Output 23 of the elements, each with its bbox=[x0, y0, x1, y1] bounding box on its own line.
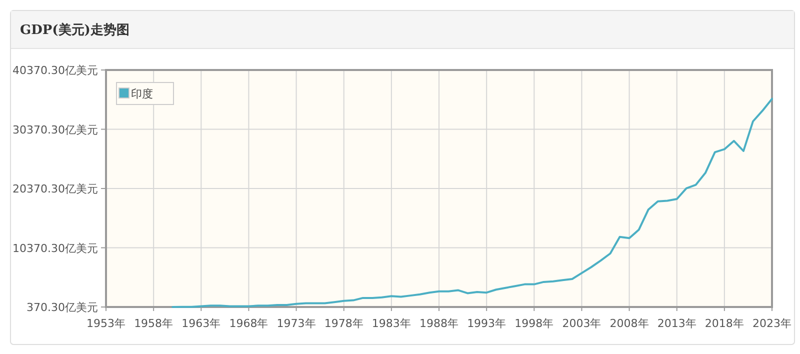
x-tick-label: 1958年 bbox=[134, 317, 174, 330]
x-tick-label: 2018年 bbox=[704, 317, 744, 330]
x-tick-label: 1973年 bbox=[276, 317, 316, 330]
x-tick-label: 1978年 bbox=[324, 317, 364, 330]
x-tick-label: 2013年 bbox=[657, 317, 696, 330]
x-tick-label: 1963年 bbox=[182, 317, 221, 330]
x-tick-label: 1968年 bbox=[229, 317, 268, 330]
chart-title: GDP(美元)走势图 bbox=[20, 22, 130, 38]
y-tick-label: 20370.30亿美元 bbox=[12, 182, 98, 196]
x-tick-label: 2003年 bbox=[562, 317, 602, 330]
x-tick-label: 1998年 bbox=[514, 317, 554, 330]
x-tick-label: 2023年 bbox=[752, 317, 792, 330]
y-tick-label: 10370.30亿美元 bbox=[12, 242, 98, 255]
x-tick-label: 1983年 bbox=[372, 317, 411, 330]
x-tick-label: 1988年 bbox=[420, 317, 458, 330]
x-tick-label: 1993年 bbox=[467, 317, 506, 330]
y-tick-label: 40370.30亿美元 bbox=[12, 64, 98, 77]
x-tick-label: 1953年 bbox=[86, 317, 126, 330]
y-tick-label: 370.30亿美元 bbox=[26, 301, 98, 314]
line-series bbox=[172, 98, 773, 308]
legend-label: 印度 bbox=[131, 88, 153, 100]
y-tick-label: 30370.30亿美元 bbox=[12, 123, 98, 136]
x-tick-label: 2008年 bbox=[610, 317, 649, 330]
